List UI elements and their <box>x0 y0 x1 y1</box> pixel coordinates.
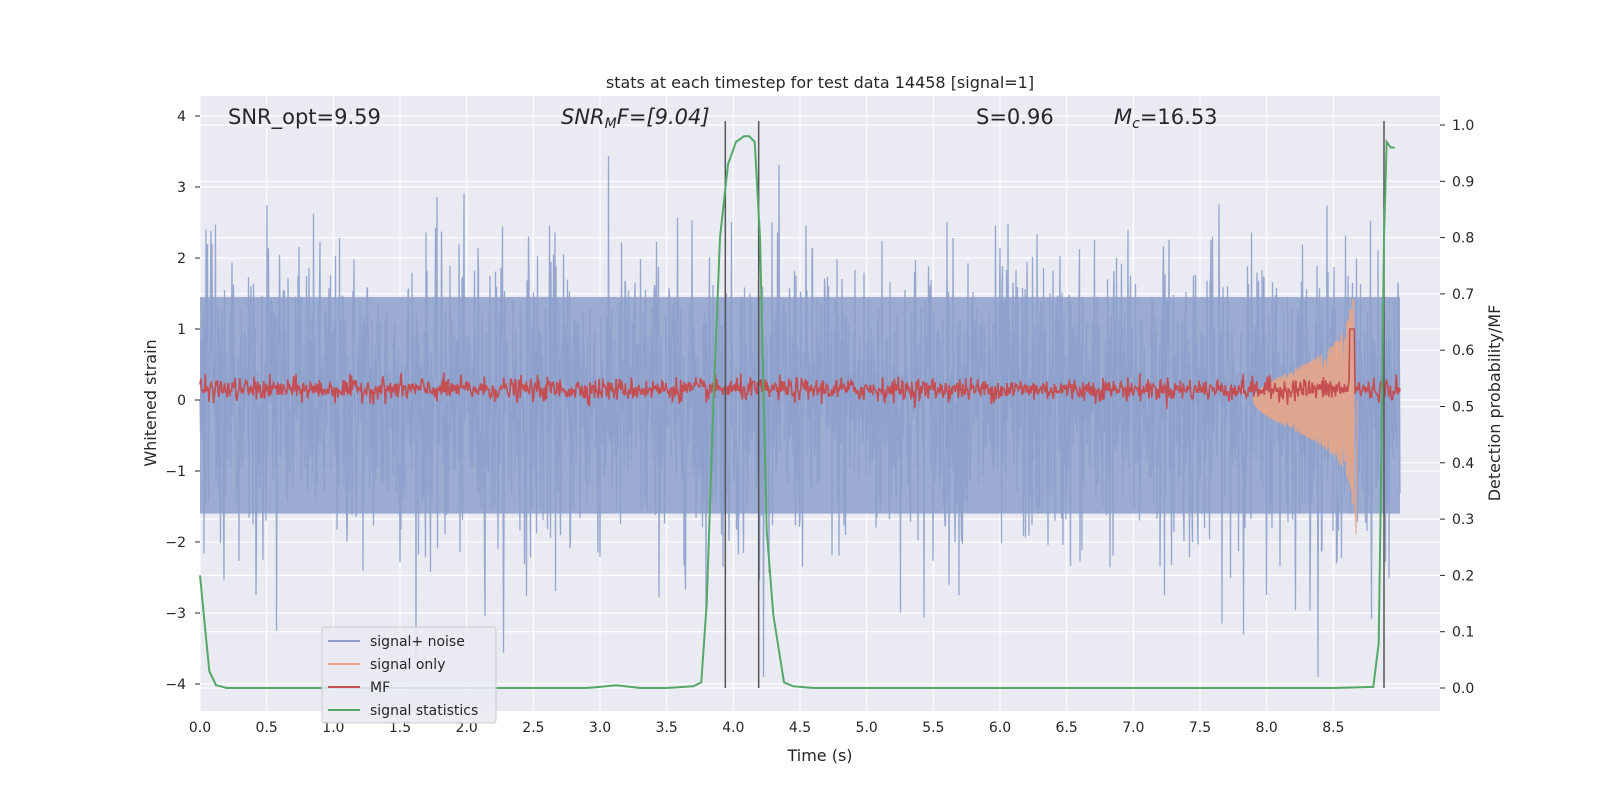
y-left-tick-label: −3 <box>165 606 186 622</box>
y-left-axis-ticks: 4 3 2 1 0 −1 −2 −3 −4 <box>165 109 200 693</box>
annotation-s: S=0.96 <box>976 105 1054 129</box>
annotation-snr-mf: SNRMF=[9.04] <box>561 105 710 132</box>
signal-only-line <box>1252 298 1358 535</box>
x-tick-label: 4.0 <box>722 720 744 736</box>
chart-title: stats at each timestep for test data 144… <box>606 73 1034 92</box>
signal-noise-series <box>199 155 1401 677</box>
x-tick-label: 3.5 <box>656 720 678 736</box>
y-right-tick-label: 0.0 <box>1452 681 1474 697</box>
y-right-tick-label: 0.9 <box>1452 174 1474 190</box>
x-tick-label: 1.0 <box>322 720 344 736</box>
y-right-tick-label: 1.0 <box>1452 118 1474 134</box>
legend-label-signal-statistics: signal statistics <box>370 703 478 719</box>
x-axis-label: Time (s) <box>786 746 852 765</box>
legend-box <box>321 626 497 724</box>
y-right-tick-label: 0.3 <box>1452 512 1474 528</box>
annotation-snr-opt: SNR_opt=9.59 <box>228 105 381 130</box>
y-right-tick-label: 0.8 <box>1452 231 1474 247</box>
x-tick-label: 6.0 <box>989 720 1011 736</box>
y-left-tick-label: 3 <box>177 180 186 196</box>
y-left-tick-label: 0 <box>177 393 186 409</box>
x-tick-label: 7.0 <box>1122 720 1144 736</box>
x-tick-label: 7.5 <box>1189 720 1211 736</box>
signal-noise-core <box>200 297 1400 514</box>
y-left-tick-label: 1 <box>177 322 186 338</box>
legend: signal+ noise signal only MF signal stat… <box>321 626 497 724</box>
x-tick-label: 2.5 <box>522 720 544 736</box>
y-right-axis-label: Detection probability/MF <box>1485 305 1504 502</box>
y-left-tick-label: 4 <box>177 109 186 125</box>
signal-only-series <box>1252 298 1358 535</box>
legend-label-mf: MF <box>370 680 390 696</box>
x-axis-ticks: 0.0 0.5 1.0 1.5 2.0 2.5 3.0 3.5 4.0 4.5 5.0 5.5 6.0 6… <box>189 720 1345 736</box>
x-tick-label: 0.0 <box>189 720 211 736</box>
x-tick-label: 4.5 <box>789 720 811 736</box>
y-right-tick-label: 0.4 <box>1452 456 1474 472</box>
x-tick-label: 1.5 <box>389 720 411 736</box>
y-left-tick-label: −4 <box>165 677 186 693</box>
y-axis-label: Whitened strain <box>141 339 160 466</box>
x-tick-label: 3.0 <box>589 720 611 736</box>
x-tick-label: 0.5 <box>256 720 278 736</box>
y-right-tick-label: 0.6 <box>1452 343 1474 359</box>
y-right-tick-label: 0.7 <box>1452 287 1474 303</box>
x-tick-label: 2.0 <box>456 720 478 736</box>
mf-series <box>199 328 1401 409</box>
y-right-tick-label: 0.2 <box>1452 568 1474 584</box>
mf-line <box>199 328 1401 409</box>
legend-label-signal-only: signal only <box>370 657 445 673</box>
y-left-tick-label: 2 <box>177 251 186 267</box>
y-right-tick-label: 0.5 <box>1452 400 1474 416</box>
y-left-tick-label: −1 <box>165 464 186 480</box>
annotation-mc: Mc=16.53 <box>1114 105 1218 132</box>
x-tick-label: 8.5 <box>1322 720 1344 736</box>
x-tick-label: 6.5 <box>1056 720 1078 736</box>
y-right-axis-ticks: 1.0 0.9 0.8 0.7 0.6 0.5 0.4 0.3 0.2 0.1 0.0 <box>1440 118 1474 697</box>
x-tick-label: 8.0 <box>1256 720 1278 736</box>
x-tick-label: 5.0 <box>856 720 878 736</box>
y-left-tick-label: −2 <box>165 535 186 551</box>
legend-label-signal-noise: signal+ noise <box>370 634 465 650</box>
y-right-tick-label: 0.1 <box>1452 625 1474 641</box>
x-tick-label: 5.5 <box>922 720 944 736</box>
